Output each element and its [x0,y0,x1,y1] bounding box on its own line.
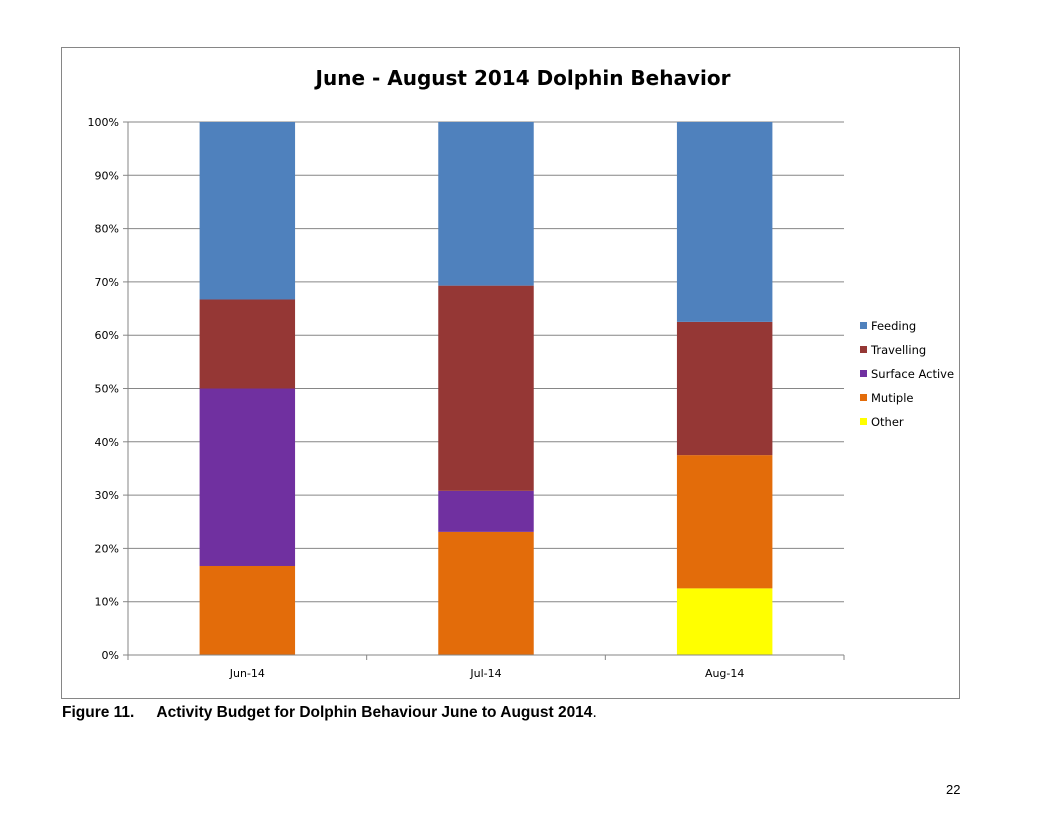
figure-caption: Figure 11. Activity Budget for Dolphin Be… [62,704,597,722]
legend-label: Mutiple [871,391,914,405]
bar-segment-mutiple [438,531,534,655]
y-tick-label: 0% [102,649,119,662]
y-tick-label: 20% [95,542,119,555]
axes: 0% 10% 20% 30% 40% 50% 60% 70% 80% 90% 100% Jun-14 J… [88,116,845,680]
chart-frame: June - August 2014 Dolphin Behavior 0% 10… [61,47,960,699]
legend-label: Travelling [870,343,926,357]
legend-swatch [860,370,867,377]
x-tick-label: Aug-14 [705,667,744,680]
y-tick-label: 70% [95,276,119,289]
bar-segment-travelling [438,285,534,491]
bars [199,122,773,655]
legend-swatch [860,418,867,425]
legend-label: Feeding [871,319,916,333]
y-tick-label: 100% [88,116,119,129]
legend-label: Other [871,415,904,429]
y-tick-label: 60% [95,329,119,342]
bar-segment-surface-active [438,490,534,532]
chart-title: June - August 2014 Dolphin Behavior [314,66,731,90]
page-number: 22 [946,782,961,797]
x-tick-label: Jun-14 [229,667,265,680]
legend-swatch [860,322,867,329]
y-tick-label: 90% [95,169,119,182]
y-tick-label: 40% [95,436,119,449]
legend: Feeding Travelling Surface Active Mutiple Ot… [860,319,954,429]
y-tick-label: 10% [95,596,119,609]
bar-segment-travelling [676,321,773,456]
x-tick-label: Jul-14 [469,667,501,680]
legend-swatch [860,346,867,353]
bar-segment-feeding [438,122,534,286]
bar-segment-travelling [199,299,296,389]
bar-segment-mutiple [199,565,296,655]
bar-segment-feeding [676,122,773,322]
y-tick-label: 50% [95,383,119,396]
bar-segment-surface-active [199,388,296,566]
y-tick-label: 30% [95,489,119,502]
legend-label: Surface Active [871,367,954,381]
figure-caption-suffix: . [592,704,597,721]
bar-segment-feeding [199,122,296,300]
figure-caption-label: Figure 11. [62,704,135,721]
figure-caption-text: Activity Budget for Dolphin Behaviour Ju… [156,704,593,721]
bar-segment-other [676,588,773,655]
bar-segment-mutiple [676,455,773,589]
chart-svg: June - August 2014 Dolphin Behavior 0% 10… [88,66,955,680]
legend-swatch [860,394,867,401]
y-tick-label: 80% [95,223,119,236]
